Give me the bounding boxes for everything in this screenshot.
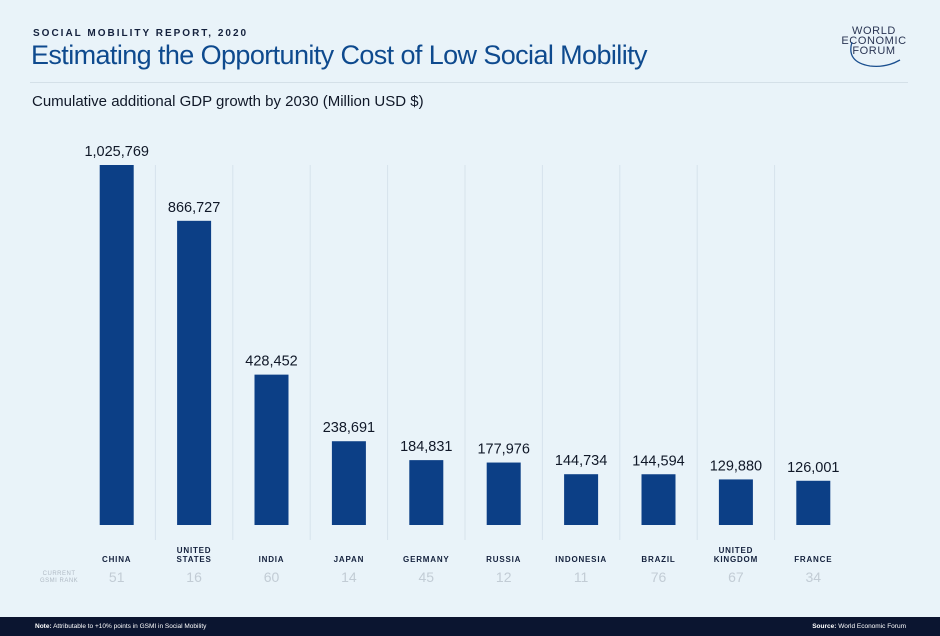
note-label: Note:	[35, 623, 52, 630]
gsmi-rank-value: 67	[728, 569, 744, 585]
bar	[254, 374, 289, 525]
rank-label-line1: CURRENT	[42, 571, 76, 577]
report-kicker: SOCIAL MOBILITY REPORT, 2020	[33, 28, 249, 39]
category-label: UNITED	[719, 546, 754, 555]
data-label: 144,734	[555, 453, 607, 469]
bar	[177, 220, 212, 525]
note-text: Attributable to +10% points in GSMI in S…	[53, 623, 207, 630]
bar	[99, 165, 134, 525]
category-label: INDIA	[259, 555, 285, 564]
gsmi-rank-header: CURRENT GSMI RANK	[40, 571, 78, 585]
gsmi-rank-value: 45	[419, 569, 435, 585]
data-label: 177,976	[477, 442, 529, 458]
gsmi-rank-value: 60	[264, 569, 280, 585]
category-label: INDONESIA	[555, 555, 607, 564]
page-title: Estimating the Opportunity Cost of Low S…	[31, 40, 647, 70]
gsmi-rank-value: 34	[806, 569, 822, 585]
data-label: 238,691	[323, 420, 375, 436]
data-label: 1,025,769	[84, 144, 149, 160]
footer-note: Note: Attributable to +10% points in GSM…	[35, 623, 206, 630]
chart-subtitle: Cumulative additional GDP growth by 2030…	[32, 93, 424, 110]
bar	[796, 480, 831, 525]
category-label: CHINA	[102, 555, 131, 564]
category-label: STATES	[177, 555, 212, 564]
category-label: GERMANY	[403, 555, 450, 564]
gsmi-rank-value: 76	[651, 569, 667, 585]
bar	[486, 462, 521, 525]
data-label: 126,001	[787, 460, 839, 476]
category-label: KINGDOM	[714, 555, 758, 564]
bar	[641, 474, 676, 525]
gsmi-rank-value: 51	[109, 569, 125, 585]
gsmi-rank-value: 12	[496, 569, 512, 585]
category-label: UNITED	[177, 546, 212, 555]
bar-chart: 1,025,769CHINA51866,727UNITEDSTATES16428…	[84, 144, 839, 585]
wef-logo: WORLD ECONOMIC FORUM	[838, 26, 910, 68]
bar	[331, 441, 366, 525]
category-label: JAPAN	[334, 555, 365, 564]
gsmi-rank-value: 14	[341, 569, 357, 585]
divider	[30, 82, 908, 83]
gsmi-rank-value: 16	[186, 569, 202, 585]
bar	[718, 479, 753, 525]
data-label: 144,594	[632, 453, 684, 469]
source-label: Source:	[812, 623, 837, 630]
source-text: World Economic Forum	[838, 623, 906, 630]
bar	[409, 460, 444, 525]
data-label: 866,727	[168, 200, 220, 216]
gsmi-rank-value: 11	[574, 569, 589, 585]
category-label: FRANCE	[794, 555, 832, 564]
footer-bar: Note: Attributable to +10% points in GSM…	[0, 617, 940, 636]
category-label: BRAZIL	[641, 555, 675, 564]
rank-label-line2: GSMI RANK	[40, 578, 79, 584]
category-label: RUSSIA	[486, 555, 521, 564]
data-label: 129,880	[710, 458, 762, 474]
footer-source: Source: World Economic Forum	[812, 623, 906, 630]
bar	[564, 474, 599, 525]
data-label: 428,452	[245, 354, 297, 370]
data-label: 184,831	[400, 439, 452, 455]
